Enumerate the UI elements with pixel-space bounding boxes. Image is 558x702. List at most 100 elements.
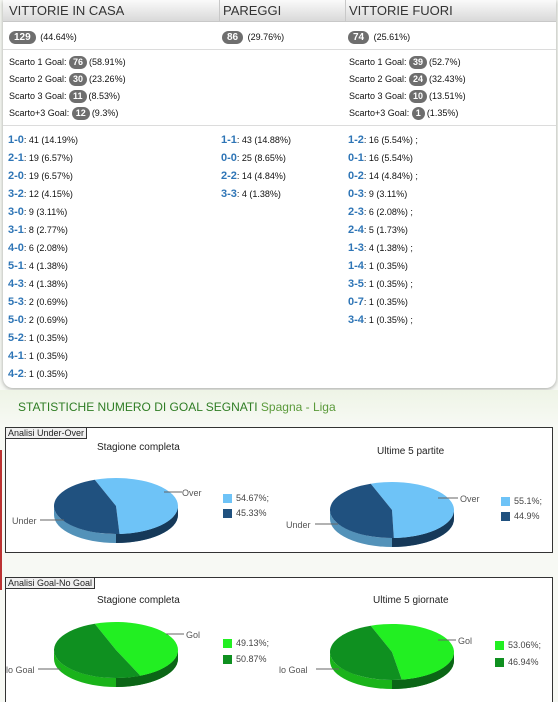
margin-row: Scarto 3 Goal: 10 (13.51%) [349,90,466,103]
score-row: 3-5: 1 (0.35%) ; [348,278,413,290]
pie-1-slice-under [54,479,120,534]
goal-nogoal-charts [38,621,456,689]
score-row: 0-2: 14 (4.84%) ; [348,170,418,182]
score-value: 4-3 [8,278,24,290]
score-count: : 16 (5.54%) [363,153,413,163]
pie-4-subtitle: Ultime 5 giornate [373,595,449,606]
margin-row: Scarto 2 Goal: 24 (32.43%) [349,73,466,86]
section-title: STATISTICHE NUMERO DI GOAL SEGNATI Spagn… [18,400,336,414]
section-title-main: STATISTICHE NUMERO DI GOAL SEGNATI [18,400,258,414]
score-count: : 4 (1.38%) [236,189,281,199]
pie-4-legend-gol: 53.06%; [495,640,542,651]
section-band [0,390,558,426]
header-home-wins: VITTORIE IN CASA [9,3,125,18]
score-row: 4-1: 1 (0.35%) [8,350,68,362]
score-count: : 9 (3.11%) [23,207,68,217]
margin-label: Scarto+3 Goal: [9,107,72,118]
score-value: 5-1 [8,260,24,272]
score-value: 1-3 [348,242,364,254]
score-count: : 41 (14.19%) [23,135,78,145]
legend-value: 44.9% [514,511,540,521]
total-away-count: 74 [348,31,370,44]
score-value: 1-0 [8,134,24,146]
legend-value: 53.06%; [508,640,542,650]
results-card: VITTORIE IN CASA PAREGGI VITTORIE FUORI … [3,0,556,388]
pie-3-legend-nogoal: 50.87% [223,654,267,665]
score-row: 5-1: 4 (1.38%) [8,260,68,272]
score-row: 1-3: 4 (1.38%) ; [348,242,413,254]
score-row: 1-0: 41 (14.19%) [8,134,78,146]
score-count: : 1 (0.35%) ; [363,279,413,289]
score-count: : 1 (0.35%) [23,333,68,343]
score-value: 5-0 [8,314,24,326]
margin-label: Scarto 3 Goal: [349,90,410,101]
pie-4-slice-gol [370,624,454,680]
score-value: 5-2 [8,332,24,344]
score-row: 3-2: 12 (4.15%) [8,188,73,200]
score-count: : 19 (6.57%) [23,153,73,163]
total-away: 74 (25.61%) [348,31,410,44]
score-row: 2-4: 5 (1.73%) [348,224,408,236]
legend-swatch [223,509,232,519]
margin-count: 39 [409,56,428,69]
score-value: 3-0 [8,206,24,218]
score-row: 3-3: 4 (1.38%) [221,188,281,200]
pie-2-slice-under [329,483,394,538]
score-count: : 14 (4.84%) [236,171,286,181]
pie-4-legend-nogoal: 46.94% [495,657,539,668]
pie-2-label-under: Under [286,520,311,530]
score-value: 0-2 [348,170,364,182]
margin-count: 24 [409,73,428,86]
score-count: : 1 (0.35%) [363,297,408,307]
score-value: 2-0 [8,170,24,182]
panel-under-over: Analisi Under-Over Stagione completa Ult… [5,427,553,553]
margin-row: Scarto+3 Goal: 1 (1.35%) [349,107,458,120]
margin-pct: (8.53%) [88,90,121,101]
legend-value: 50.87% [236,654,267,664]
score-row: 0-7: 1 (0.35%) [348,296,408,308]
margin-count: 76 [69,56,88,69]
margin-label: Scarto 3 Goal: [9,90,70,101]
margin-row: Scarto 3 Goal: 11 (8.53%) [9,90,120,103]
total-draw-count: 86 [222,31,244,44]
score-count: : 4 (1.38%) [23,261,68,271]
score-row: 4-3: 4 (1.38%) [8,278,68,290]
pie-3-legend-gol: 49.13%; [223,638,270,649]
score-value: 3-3 [221,188,237,200]
score-count: : 6 (2.08%) ; [363,207,413,217]
score-row: 3-4: 1 (0.35%) ; [348,314,413,326]
total-home-pct: (44.64%) [40,31,77,42]
margin-count: 1 [411,107,425,120]
score-value: 3-2 [8,188,24,200]
score-row: 4-0: 6 (2.08%) [8,242,68,254]
panel-goal-nogoal: Analisi Goal-No Goal Stagione completa U… [5,577,553,702]
margin-pct: (9.3%) [91,107,119,118]
pie-1-slice-over [94,478,178,534]
margin-count: 30 [69,73,88,86]
pie-2-label-over: Over [460,494,480,504]
legend-value: 49.13%; [236,638,270,648]
score-value: 4-1 [8,350,24,362]
divider [3,49,556,50]
score-count: : 1 (0.35%) [23,351,68,361]
score-count: : 6 (2.08%) [23,243,68,253]
panel-goal-nogoal-title: Analisi Goal-No Goal [6,578,96,589]
score-row: 0-3: 9 (3.11%) [348,188,407,200]
margin-label: Scarto+3 Goal: [349,107,412,118]
header-divider [345,0,346,22]
score-row: 3-0: 9 (3.11%) [8,206,67,218]
margin-label: Scarto 2 Goal: [9,73,70,84]
header-draws: PAREGGI [223,3,282,18]
score-value: 0-1 [348,152,364,164]
margin-count: 10 [409,90,428,103]
legend-value: 55.1%; [514,496,543,506]
score-value: 1-2 [348,134,364,146]
pie-2-legend-under: 44.9% [501,511,540,522]
section-title-league: Spagna - Liga [260,400,336,414]
score-row: 5-2: 1 (0.35%) [8,332,68,344]
score-value: 3-4 [348,314,364,326]
legend-swatch [223,494,232,504]
pie-2-subtitle: Ultime 5 partite [377,446,445,457]
pie-1-label-under: Under [12,516,37,526]
score-count: : 4 (1.38%) [23,279,68,289]
